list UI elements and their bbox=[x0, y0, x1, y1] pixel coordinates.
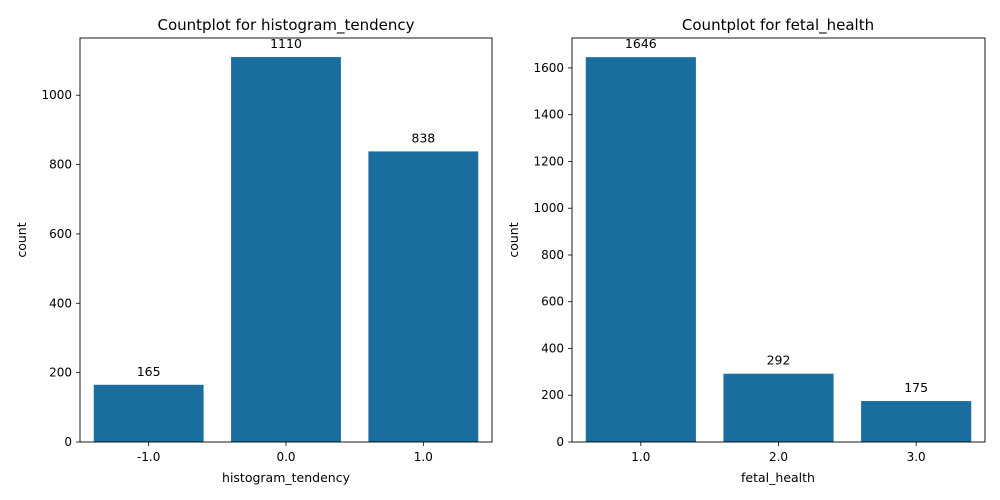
bar bbox=[723, 373, 834, 442]
x-tick-label: 2.0 bbox=[769, 450, 788, 464]
y-tick-label: 600 bbox=[49, 227, 72, 241]
data-label: 838 bbox=[411, 130, 435, 145]
x-tick-label: -1.0 bbox=[137, 450, 160, 464]
bar bbox=[585, 57, 696, 442]
data-label: 175 bbox=[904, 380, 928, 395]
x-axis-label: histogram_tendency bbox=[222, 470, 351, 485]
y-tick-label: 800 bbox=[49, 158, 72, 172]
chart-histogram-tendency: Countplot for histogram_tendency histogr… bbox=[14, 16, 493, 485]
chart-title: Countplot for histogram_tendency bbox=[158, 16, 415, 35]
bar bbox=[861, 401, 972, 442]
data-label: 1110 bbox=[270, 36, 302, 51]
bar bbox=[368, 151, 479, 442]
y-tick-label: 1200 bbox=[533, 154, 564, 168]
y-tick-label: 1000 bbox=[41, 88, 72, 102]
bar bbox=[231, 57, 341, 442]
chart-fetal-health: Countplot for fetal_health fetal_health … bbox=[506, 16, 986, 485]
data-label: 292 bbox=[767, 353, 791, 368]
y-tick-label: 1400 bbox=[533, 108, 564, 122]
y-tick-label: 200 bbox=[49, 366, 72, 380]
y-tick-label: 400 bbox=[49, 296, 72, 310]
x-axis-label: fetal_health bbox=[741, 470, 815, 485]
y-tick-label: 200 bbox=[541, 388, 564, 402]
y-tick-label: 0 bbox=[64, 435, 72, 449]
y-tick-label: 400 bbox=[541, 341, 564, 355]
y-axis-label: count bbox=[14, 222, 29, 257]
bar bbox=[93, 384, 204, 442]
plot-frame bbox=[79, 37, 493, 443]
chart-title: Countplot for fetal_health bbox=[682, 16, 874, 35]
x-tick-label: 3.0 bbox=[907, 450, 926, 464]
x-tick-label: 1.0 bbox=[631, 450, 650, 464]
y-tick-label: 1000 bbox=[533, 201, 564, 215]
y-tick-label: 0 bbox=[556, 435, 564, 449]
y-tick-label: 1600 bbox=[533, 61, 564, 75]
y-axis-label: count bbox=[506, 222, 521, 257]
x-tick-label: 0.0 bbox=[276, 450, 295, 464]
data-label: 1646 bbox=[625, 36, 657, 51]
plot-frame bbox=[571, 37, 986, 443]
data-label: 165 bbox=[137, 364, 161, 379]
y-tick-label: 800 bbox=[541, 248, 564, 262]
y-tick-label: 600 bbox=[541, 295, 564, 309]
x-tick-label: 1.0 bbox=[414, 450, 433, 464]
